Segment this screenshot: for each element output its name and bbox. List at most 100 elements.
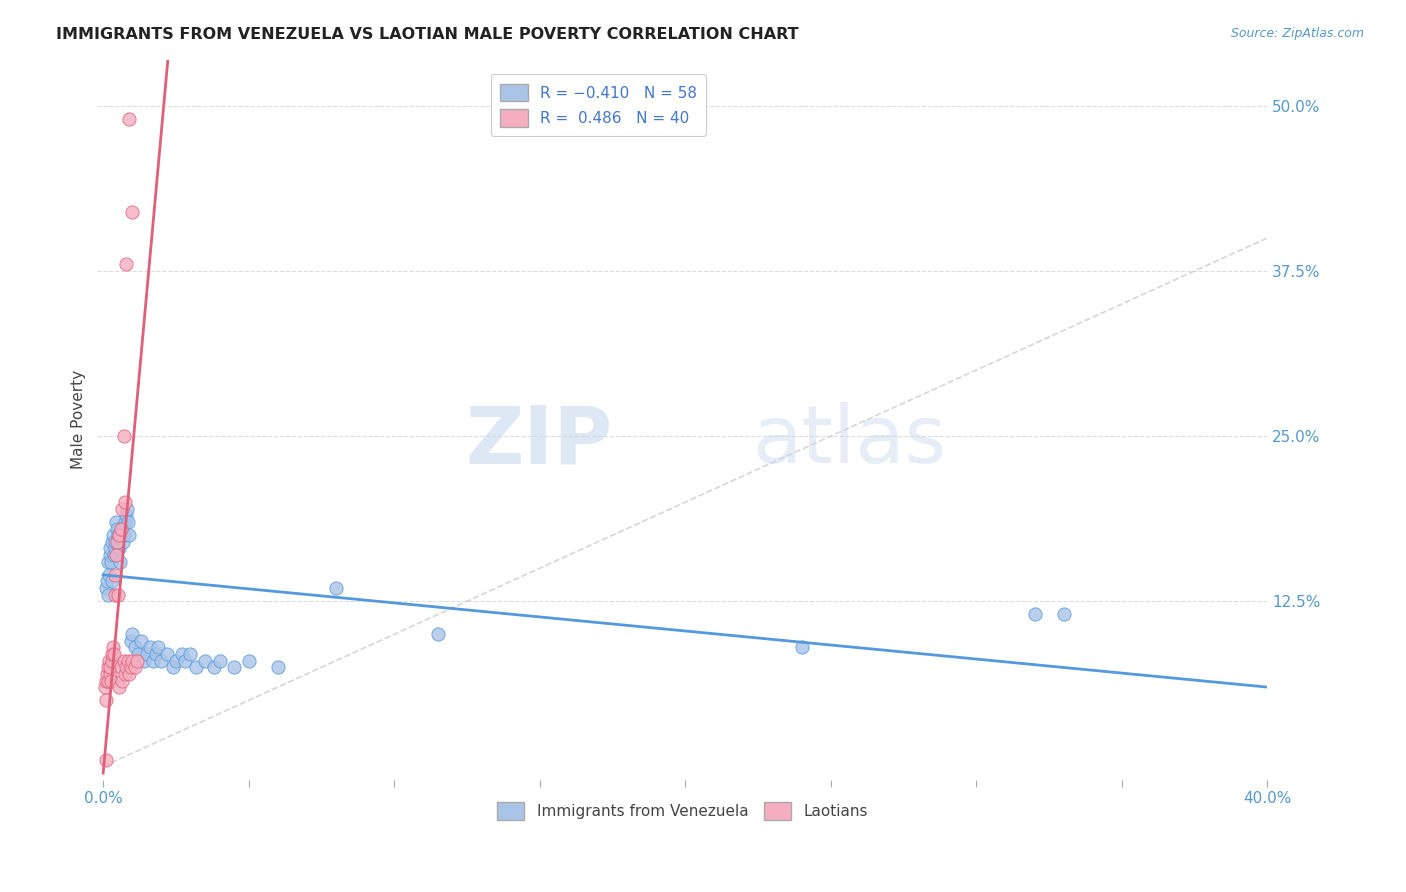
Point [107, 528, 129, 542]
Point [110, 522, 132, 536]
Point [125, 654, 148, 668]
Point [105, 534, 128, 549]
Point [120, 633, 142, 648]
Point [100, 555, 122, 569]
Point [156, 647, 179, 661]
Point [105, 515, 128, 529]
Point [115, 501, 138, 516]
Point [94, 673, 117, 688]
Point [117, 515, 139, 529]
Point [104, 541, 127, 556]
Point [93, 680, 115, 694]
Point [101, 534, 124, 549]
Point [108, 555, 131, 569]
Point [111, 534, 134, 549]
Point [121, 654, 143, 668]
Point [115, 660, 138, 674]
Point [94, 753, 117, 767]
Point [96, 660, 118, 674]
Point [124, 640, 146, 655]
Point [108, 528, 131, 542]
Point [118, 528, 141, 542]
Legend: Immigrants from Venezuela, Laotians: Immigrants from Venezuela, Laotians [491, 796, 875, 826]
Point [1024, 607, 1046, 622]
Point [790, 640, 813, 655]
Point [101, 654, 124, 668]
Text: Source: ZipAtlas.com: Source: ZipAtlas.com [1230, 27, 1364, 40]
Point [267, 660, 290, 674]
Point [97, 555, 120, 569]
Point [114, 515, 136, 529]
Point [170, 647, 193, 661]
Point [111, 522, 134, 536]
Point [101, 574, 124, 589]
Point [1052, 607, 1074, 622]
Point [104, 567, 127, 582]
Point [111, 501, 134, 516]
Point [129, 633, 152, 648]
Point [100, 660, 122, 674]
Point [114, 667, 136, 681]
Point [135, 647, 157, 661]
Y-axis label: Male Poverty: Male Poverty [72, 370, 86, 469]
Point [115, 508, 138, 523]
Point [96, 574, 118, 589]
Point [94, 693, 117, 707]
Point [98, 667, 121, 681]
Point [100, 541, 122, 556]
Point [110, 660, 132, 674]
Point [94, 581, 117, 595]
Point [150, 654, 173, 668]
Text: atlas: atlas [752, 402, 946, 480]
Point [121, 204, 143, 219]
Point [121, 627, 143, 641]
Point [127, 647, 149, 661]
Point [108, 541, 131, 556]
Point [111, 673, 134, 688]
Point [208, 654, 231, 668]
Point [325, 581, 347, 595]
Point [112, 429, 135, 443]
Point [138, 640, 160, 655]
Point [96, 667, 118, 681]
Point [114, 495, 136, 509]
Point [96, 588, 118, 602]
Point [132, 654, 155, 668]
Point [100, 673, 122, 688]
Point [186, 660, 208, 674]
Text: IMMIGRANTS FROM VENEZUELA VS LAOTIAN MALE POVERTY CORRELATION CHART: IMMIGRANTS FROM VENEZUELA VS LAOTIAN MAL… [56, 27, 799, 42]
Point [105, 522, 128, 536]
Point [98, 654, 121, 668]
Point [194, 654, 217, 668]
Point [103, 640, 125, 655]
Point [98, 548, 121, 562]
Point [112, 654, 135, 668]
Point [165, 654, 187, 668]
Point [105, 548, 128, 562]
Point [148, 640, 170, 655]
Text: ZIP: ZIP [465, 402, 612, 480]
Point [117, 654, 139, 668]
Point [107, 588, 129, 602]
Point [110, 528, 132, 542]
Point [103, 528, 125, 542]
Point [145, 647, 167, 661]
Point [103, 548, 125, 562]
Point [238, 654, 260, 668]
Point [120, 660, 142, 674]
Point [104, 588, 127, 602]
Point [97, 673, 120, 688]
Point [98, 567, 121, 582]
Point [108, 680, 131, 694]
Point [101, 647, 124, 661]
Point [104, 534, 127, 549]
Point [426, 627, 449, 641]
Point [103, 647, 125, 661]
Point [118, 667, 141, 681]
Point [179, 647, 201, 661]
Point [142, 654, 165, 668]
Point [173, 654, 195, 668]
Point [124, 660, 146, 674]
Point [202, 660, 225, 674]
Point [112, 528, 135, 542]
